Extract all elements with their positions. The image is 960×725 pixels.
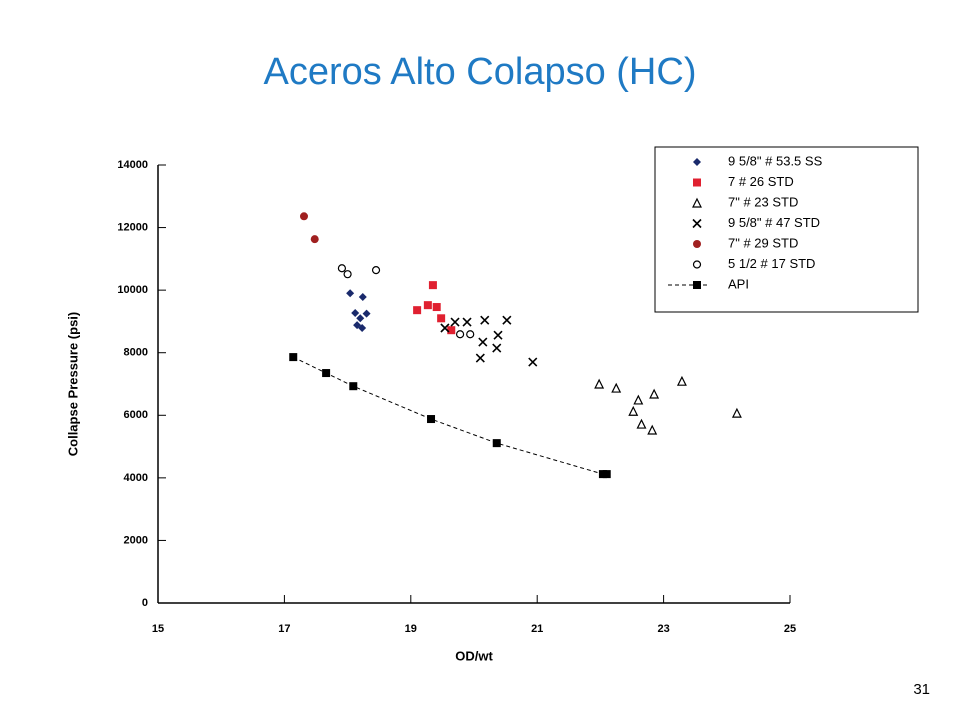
x-tick-label: 15 <box>152 623 164 635</box>
data-point <box>413 306 422 315</box>
data-point <box>362 309 371 318</box>
legend-label: 7 # 26 STD <box>728 174 794 189</box>
y-tick-label: 2000 <box>124 534 148 546</box>
legend-label: 5 1/2 # 17 STD <box>728 256 815 271</box>
data-point <box>337 264 347 273</box>
data-point <box>731 407 742 418</box>
legend-symbol <box>692 260 702 269</box>
data-point <box>502 315 512 325</box>
data-point <box>462 317 472 327</box>
data-point <box>475 353 485 363</box>
data-point <box>289 353 298 362</box>
legend-label: 9 5/8" # 47 STD <box>728 215 820 230</box>
y-tick-label: 6000 <box>124 409 148 421</box>
y-tick-label: 10000 <box>117 284 148 296</box>
data-point <box>594 378 605 389</box>
legend-label: API <box>728 276 749 291</box>
data-point <box>437 314 446 323</box>
x-tick-label: 21 <box>531 623 543 635</box>
y-tick-label: 12000 <box>117 221 148 233</box>
data-point <box>528 357 538 367</box>
data-point <box>353 321 362 330</box>
series-line <box>293 356 607 475</box>
data-point <box>633 394 644 405</box>
legend-symbol <box>693 281 701 289</box>
data-point <box>356 314 365 323</box>
data-point <box>466 330 475 339</box>
legend-label: 9 5/8" # 53.5 SS <box>728 153 823 168</box>
legend-symbol <box>693 158 701 166</box>
data-point <box>349 382 358 391</box>
x-tick-label: 23 <box>657 623 669 635</box>
data-point <box>447 326 456 335</box>
legend-label: 7" # 29 STD <box>728 235 798 250</box>
data-point <box>492 439 501 448</box>
x-tick-label: 25 <box>784 623 796 635</box>
data-point <box>611 382 622 393</box>
data-point <box>427 415 436 424</box>
data-point <box>322 369 331 378</box>
data-point <box>440 323 450 333</box>
data-point <box>676 375 687 386</box>
data-point <box>351 308 360 317</box>
data-point <box>493 330 503 340</box>
data-point <box>450 317 460 327</box>
data-point <box>343 270 352 279</box>
data-point <box>428 281 437 290</box>
page-number: 31 <box>913 681 930 698</box>
data-point <box>310 235 319 244</box>
legend-symbol <box>693 178 701 187</box>
data-point <box>492 343 502 353</box>
data-point <box>371 266 381 275</box>
y-axis-label: Collapse Pressure (psi) <box>65 312 80 457</box>
data-point <box>647 424 658 435</box>
data-point <box>602 470 611 479</box>
chart-title: Aceros Alto Colapso (HC) <box>264 51 697 93</box>
x-tick-label: 17 <box>278 623 290 635</box>
data-point <box>649 388 660 399</box>
data-point <box>423 301 432 310</box>
x-tick-label: 19 <box>405 623 417 635</box>
y-tick-label: 0 <box>142 597 148 609</box>
x-axis-label: OD/wt <box>455 648 493 663</box>
data-point <box>432 303 441 312</box>
data-point <box>299 212 308 221</box>
legend-label: 7" # 23 STD <box>728 194 798 209</box>
data-point <box>455 330 465 339</box>
data-point <box>346 289 355 298</box>
legend-symbol <box>692 218 702 229</box>
legend-symbol <box>693 240 701 248</box>
y-tick-label: 4000 <box>124 472 148 484</box>
data-point <box>480 315 490 325</box>
y-tick-label: 14000 <box>117 159 148 171</box>
data-point <box>636 418 647 429</box>
data-point <box>358 293 367 302</box>
data-point <box>628 405 639 416</box>
y-tick-label: 8000 <box>124 347 148 359</box>
data-point <box>478 337 488 347</box>
legend-symbol <box>692 197 702 208</box>
